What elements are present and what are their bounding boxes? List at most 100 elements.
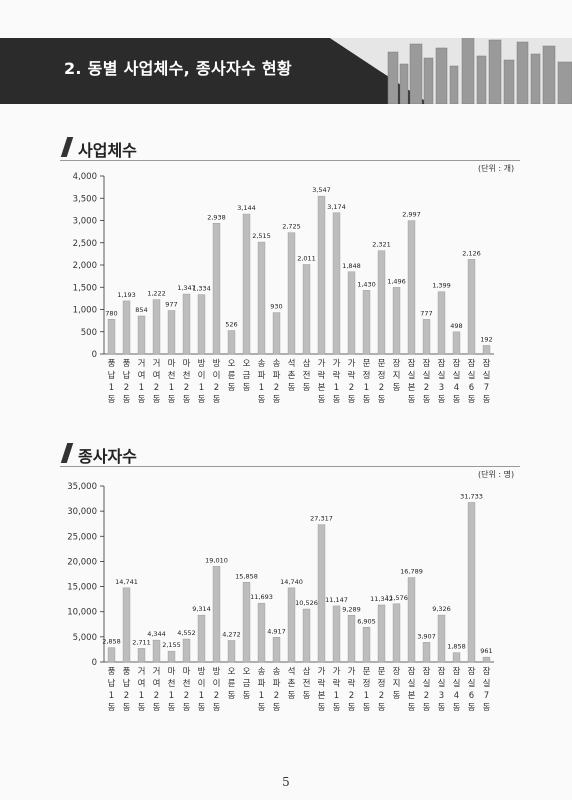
bar: [347, 615, 356, 663]
bar: [452, 331, 461, 355]
bar-value-label: 977: [165, 301, 177, 309]
bar-value-label: 1,347: [177, 284, 196, 292]
y-tick-label: 2,000: [73, 261, 97, 271]
y-tick-label: 500: [81, 328, 97, 338]
bar: [272, 312, 281, 355]
bar: [482, 345, 491, 355]
bar: [227, 330, 236, 355]
bar: [152, 639, 161, 663]
bar: [287, 587, 296, 663]
y-tick-label: 1,500: [73, 283, 97, 293]
bar: [452, 652, 461, 663]
bar-value-label: 526: [225, 321, 237, 329]
bar: [197, 294, 206, 355]
bar: [482, 656, 491, 663]
bar: [332, 605, 341, 663]
chart-businesses: 0 500 1,000 1,500 2,000 2,500 3,000 3,500 4,000 7…: [73, 172, 494, 405]
bar: [437, 614, 446, 663]
bar: [137, 648, 146, 663]
y-tick-label: 2,500: [73, 239, 97, 249]
chart-1-unit: (단위 : 개): [478, 164, 515, 173]
bar: [152, 299, 161, 355]
bar: [467, 259, 476, 355]
bar-value-label: 2,126: [462, 249, 481, 257]
bar-value-label: 4,552: [177, 629, 196, 637]
bar: [377, 250, 386, 355]
bar-value-label: 11,693: [250, 593, 273, 601]
chart-employees: 0 5,000 10,000 15,000 20,000 25,000 30,000 35,0…: [67, 482, 494, 713]
bar-value-label: 1,430: [357, 280, 376, 288]
bar: [212, 223, 221, 355]
y-tick-label: 35,000: [67, 482, 97, 492]
bar-value-label: 2,321: [372, 241, 391, 249]
bar-value-label: 31,733: [460, 492, 483, 500]
bar-value-label: 1,496: [387, 277, 406, 285]
chart-2-divider: [60, 466, 520, 467]
bar: [287, 232, 296, 355]
bar: [137, 315, 146, 355]
bar-value-label: 2,997: [402, 211, 421, 219]
bar-value-label: 3,144: [237, 204, 256, 212]
bar-value-label: 9,326: [432, 605, 451, 613]
bar-value-label: 2,515: [252, 232, 271, 240]
bar: [437, 291, 446, 355]
y-tick-label: 15,000: [67, 583, 97, 593]
bar-value-label: 3,547: [312, 186, 331, 194]
bar: [422, 642, 431, 663]
bar-value-label: 1,222: [147, 290, 166, 298]
y-tick-label: 0: [92, 658, 97, 668]
bar: [317, 524, 326, 663]
bar: [302, 608, 311, 663]
bar: [362, 290, 371, 355]
bar: [257, 241, 266, 355]
bar-value-label: 780: [105, 309, 117, 317]
bar-value-label: 6,905: [357, 617, 376, 625]
bar: [242, 582, 251, 663]
bar-value-label: 777: [420, 309, 432, 317]
bar-value-label: 14,741: [115, 578, 138, 586]
bar-value-label: 4,917: [267, 627, 286, 635]
y-tick-label: 10,000: [67, 608, 97, 618]
y-tick-label: 25,000: [67, 532, 97, 542]
bar-value-label: 9,314: [192, 605, 211, 613]
bar-value-label: 11,576: [385, 594, 408, 602]
city-skyline-illustration: [387, 38, 572, 104]
bar: [392, 603, 401, 663]
bar-value-label: 192: [480, 335, 492, 343]
bar-value-label: 2,858: [102, 638, 121, 646]
bar: [122, 300, 131, 355]
y-tick-label: 0: [92, 350, 97, 360]
bar-value-label: 1,848: [342, 262, 361, 270]
bar: [407, 220, 416, 355]
